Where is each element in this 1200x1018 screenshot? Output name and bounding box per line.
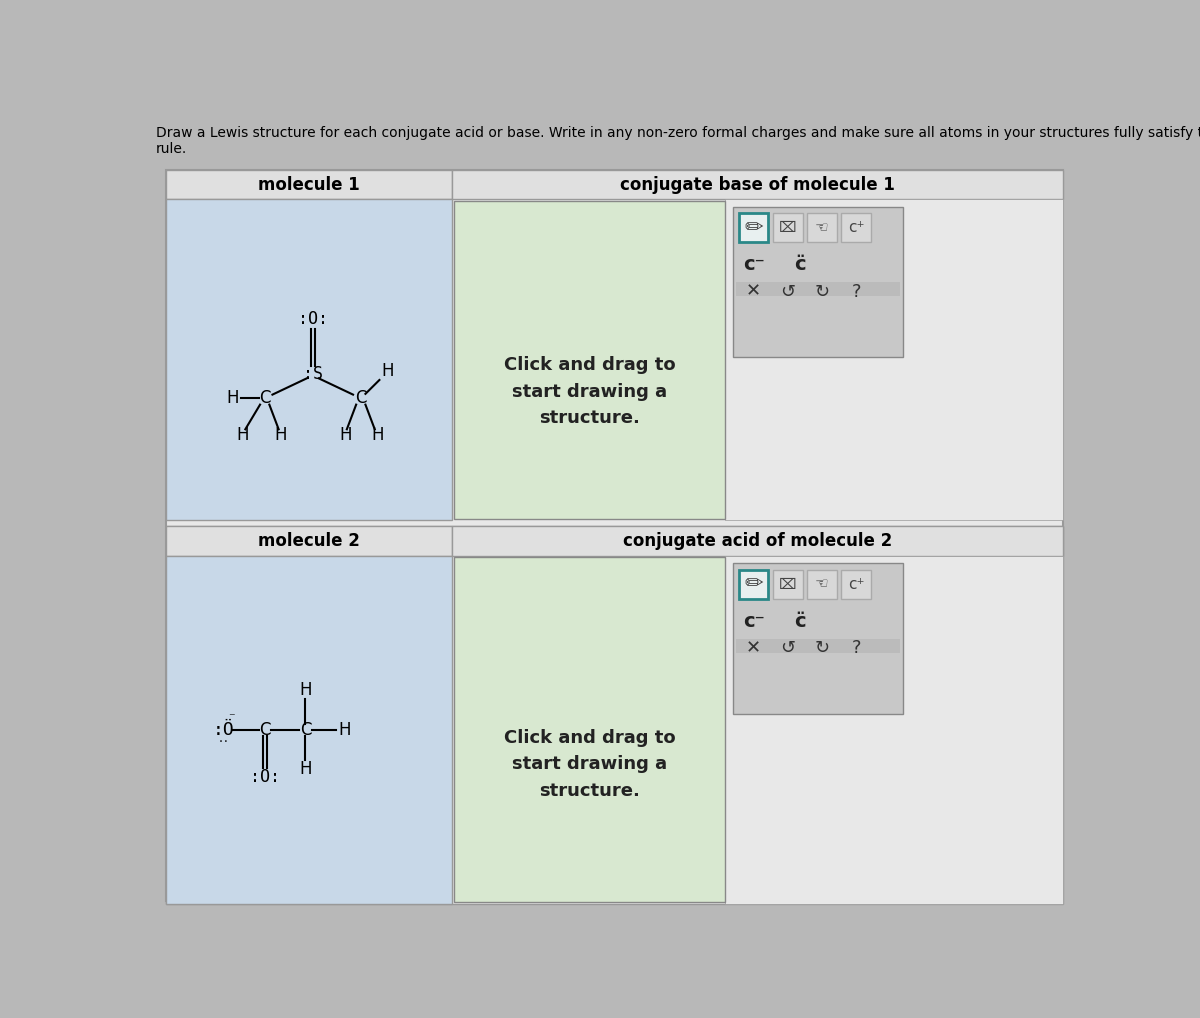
Text: H: H — [340, 427, 352, 445]
Text: H: H — [274, 427, 287, 445]
Text: ↻: ↻ — [815, 639, 829, 657]
Text: ↻: ↻ — [815, 283, 829, 300]
Bar — [736, 639, 900, 653]
Text: H: H — [372, 427, 384, 445]
Bar — [739, 213, 768, 242]
Bar — [733, 207, 904, 357]
Text: ✏: ✏ — [744, 218, 763, 237]
Bar — [454, 201, 725, 519]
Bar — [452, 170, 1063, 200]
Text: :S: :S — [302, 364, 323, 383]
Bar — [452, 526, 1063, 556]
Bar — [725, 556, 1063, 904]
Text: Draw a Lewis structure for each conjugate acid or base. Write in any non-zero fo: Draw a Lewis structure for each conjugat… — [156, 126, 1200, 156]
Text: ⌧: ⌧ — [779, 220, 797, 235]
Bar — [736, 282, 900, 296]
Text: :O:: :O: — [250, 768, 280, 786]
Text: molecule 2: molecule 2 — [258, 532, 360, 550]
Text: C: C — [300, 721, 311, 739]
Text: conjugate acid of molecule 2: conjugate acid of molecule 2 — [623, 532, 893, 550]
Text: ↺: ↺ — [780, 639, 796, 657]
Text: ✕: ✕ — [746, 283, 761, 300]
Text: ?: ? — [851, 639, 860, 657]
Bar — [841, 569, 871, 599]
Bar — [773, 569, 803, 599]
Bar — [166, 526, 452, 556]
Bar — [808, 213, 836, 242]
Text: C: C — [259, 390, 270, 407]
Text: H: H — [299, 681, 312, 699]
Text: H: H — [299, 760, 312, 778]
Bar — [733, 563, 904, 714]
Text: Click and drag to
start drawing a
structure.: Click and drag to start drawing a struct… — [504, 729, 676, 799]
Text: c̈: c̈ — [793, 256, 805, 274]
Text: H: H — [226, 390, 239, 407]
Text: H: H — [236, 427, 250, 445]
Text: C: C — [355, 390, 366, 407]
Text: molecule 1: molecule 1 — [258, 175, 360, 193]
Text: ☜: ☜ — [815, 220, 829, 235]
Text: c⁺: c⁺ — [847, 220, 864, 235]
Text: c⁺: c⁺ — [847, 576, 864, 591]
Text: :Ö: :Ö — [212, 721, 234, 739]
Text: ☜: ☜ — [815, 576, 829, 591]
Text: C: C — [259, 721, 271, 739]
Text: Click and drag to
start drawing a
structure.: Click and drag to start drawing a struct… — [504, 356, 676, 427]
Bar — [166, 526, 1063, 904]
Text: ⁻: ⁻ — [228, 712, 234, 725]
Bar — [166, 556, 452, 904]
Bar — [841, 213, 871, 242]
Text: c⁻: c⁻ — [743, 256, 764, 274]
Text: ?: ? — [851, 283, 860, 300]
Bar — [739, 569, 768, 599]
Bar — [454, 557, 725, 902]
Text: H: H — [338, 721, 352, 739]
Bar — [166, 200, 452, 520]
Text: :O:: :O: — [298, 310, 328, 328]
Text: ⌧: ⌧ — [779, 576, 797, 591]
Bar — [725, 200, 1063, 520]
Text: H: H — [380, 361, 394, 380]
Text: ✏: ✏ — [744, 574, 763, 595]
Text: ↺: ↺ — [780, 283, 796, 300]
Bar — [166, 170, 452, 200]
Text: c⁻: c⁻ — [743, 612, 764, 630]
Text: ✕: ✕ — [746, 639, 761, 657]
Bar — [773, 213, 803, 242]
Text: ..: .. — [217, 734, 229, 744]
Text: c̈: c̈ — [793, 612, 805, 630]
Text: conjugate base of molecule 1: conjugate base of molecule 1 — [620, 175, 895, 193]
Bar — [808, 569, 836, 599]
